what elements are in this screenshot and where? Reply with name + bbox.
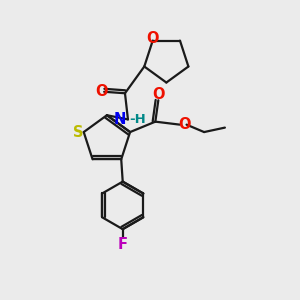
Text: O: O (152, 87, 165, 102)
Text: O: O (178, 117, 191, 132)
Text: N: N (113, 112, 126, 127)
Text: S: S (73, 124, 84, 140)
Text: O: O (95, 84, 107, 99)
Text: -H: -H (129, 113, 146, 126)
Text: O: O (146, 31, 159, 46)
Text: F: F (118, 236, 128, 251)
